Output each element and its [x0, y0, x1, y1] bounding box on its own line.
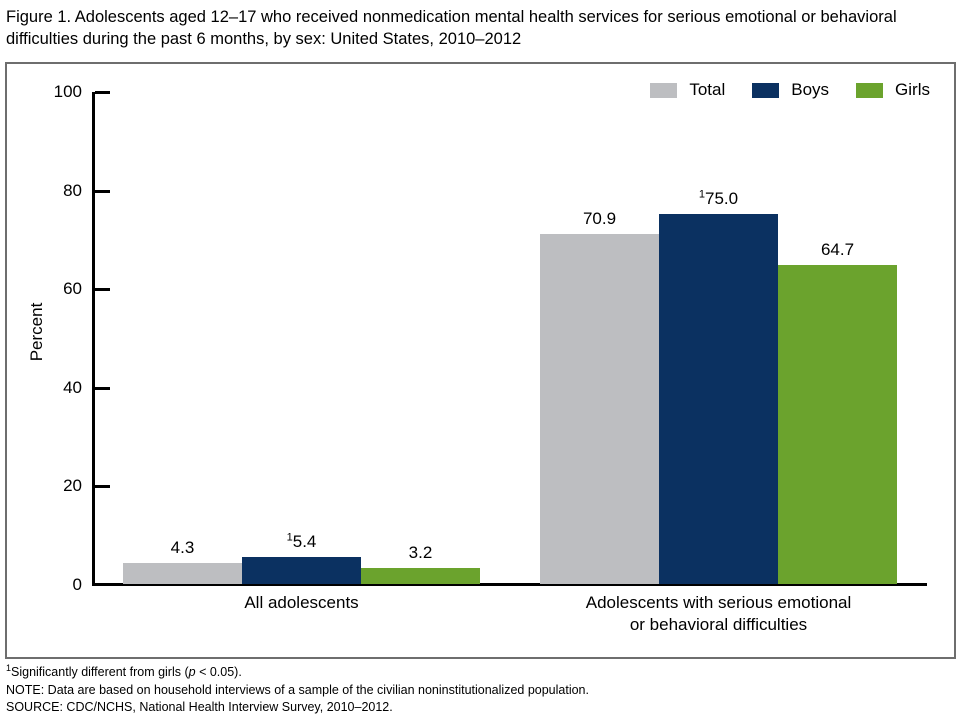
y-axis-line [92, 92, 95, 585]
footnote-significance: 1Significantly different from girls (p <… [6, 662, 242, 679]
figure-title: Figure 1. Adolescents aged 12–17 who rec… [6, 8, 897, 48]
category-label-2: Adolescents with serious emotional or be… [585, 593, 852, 634]
bar-girls-group1 [361, 568, 480, 584]
bar-girls-group2 [778, 265, 897, 584]
footnote-source: SOURCE: CDC/NCHS, National Health Interv… [6, 700, 393, 714]
legend-label-girls: Girls [895, 80, 930, 99]
legend-swatch-boys [752, 82, 780, 98]
bar-total-group2 [540, 234, 659, 584]
y-axis-title: Percent [27, 302, 46, 362]
y-tick-100 [95, 91, 110, 94]
legend-item-total: Total [650, 80, 725, 100]
legend-label-boys: Boys [791, 80, 830, 99]
y-tick-label-0: 0 [72, 575, 82, 594]
legend-label-total: Total [689, 80, 726, 99]
bar-value-girls-group2: 64.7 [820, 240, 855, 260]
y-tick-20 [95, 485, 110, 489]
bar-value-total-group1: 4.3 [170, 537, 195, 557]
legend: Total Boys Girls [650, 80, 930, 100]
bar-value-boys-group2: 175.0 [698, 188, 739, 209]
footnote-sup: 1 [6, 662, 12, 673]
bar-boys-group2 [659, 214, 778, 584]
legend-item-boys: Boys [752, 80, 829, 100]
y-tick-label-60: 60 [63, 279, 82, 299]
x-axis-line [92, 583, 927, 586]
legend-swatch-girls [856, 82, 884, 98]
bar-value-boys-group1: 15.4 [286, 531, 317, 552]
y-tick-label-40: 40 [63, 377, 82, 397]
legend-item-girls: Girls [856, 80, 930, 100]
footnote-p-italic: p [188, 665, 196, 679]
y-tick-label-20: 20 [63, 476, 82, 496]
plot-area: 0 20 40 60 80 100 4.3 70.9 15.4 175.0 3.2 64.7 All a… [54, 82, 932, 634]
y-tick-60 [95, 288, 110, 292]
y-tick-80 [95, 189, 110, 193]
bar-value-girls-group1: 3.2 [408, 543, 433, 563]
footnote-note: NOTE: Data are based on household interv… [6, 682, 589, 697]
legend-swatch-total [650, 82, 678, 98]
footnotes: 1Significantly different from girls (p <… [6, 662, 589, 717]
y-tick-40 [95, 386, 110, 390]
bar-value-total-group2: 70.9 [582, 209, 617, 229]
bar-boys-group1 [242, 557, 361, 584]
y-tick-label-80: 80 [63, 180, 82, 200]
category-label-1: All adolescents [244, 593, 359, 612]
y-tick-label-100: 100 [53, 82, 82, 101]
bar-total-group1 [123, 562, 242, 584]
chart-frame: Total Boys Girls Percent 0 20 40 60 80 100 4.3… [5, 62, 956, 659]
